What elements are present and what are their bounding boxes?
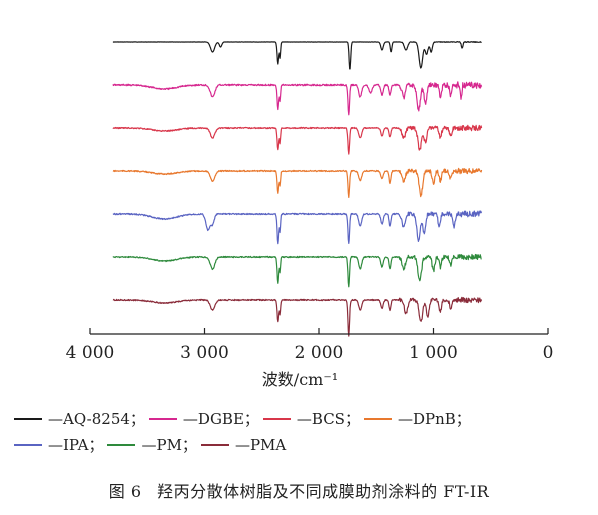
legend-swatch: [262, 418, 291, 420]
legend-label: DPnB；: [412, 410, 471, 428]
spectra-group: [112, 41, 483, 337]
x-tick-label: 0: [543, 343, 554, 363]
legend-swatch: [14, 418, 42, 420]
caption-text: 羟丙分散体树脂及不同成膜助剂涂料的 FT-IR: [157, 482, 490, 501]
legend-label: AQ-8254；: [63, 410, 145, 428]
legend-item-pm: — PM；: [107, 432, 197, 458]
legend-label: IPA；: [63, 436, 104, 454]
x-tick-label: 2 000: [295, 343, 344, 363]
legend-label: BCS；: [311, 410, 360, 428]
x-tick-label: 1 000: [409, 343, 458, 363]
legend-item-aq8254: — AQ-8254；: [14, 406, 145, 432]
legend-dash: —: [48, 436, 63, 454]
legend-swatch: [14, 444, 42, 446]
spectrum-line-aq8254: [112, 41, 482, 70]
spectrum-line-pma: [112, 296, 483, 337]
legend: — AQ-8254； — DGBE； — BCS； — DPnB； — IPA； — PM；…: [14, 406, 594, 458]
spectrum-line-dpnb: [112, 167, 483, 198]
x-axis-label: 波数/cm⁻¹: [262, 370, 338, 389]
legend-item-dgbe: — DGBE；: [148, 406, 259, 432]
legend-label: DGBE；: [197, 410, 259, 428]
legend-dash: —: [182, 410, 198, 428]
x-tick-label: 3 000: [180, 343, 229, 363]
legend-dash: —: [48, 410, 63, 428]
legend-item-bcs: — BCS；: [262, 406, 360, 432]
legend-swatch: [107, 444, 136, 446]
x-tick-label: 4 000: [66, 343, 115, 363]
legend-swatch: [200, 444, 229, 446]
legend-swatch: [148, 418, 177, 420]
legend-dash: —: [234, 436, 250, 454]
legend-row-1: — AQ-8254； — DGBE； — BCS； — DPnB；: [14, 406, 594, 432]
x-ticks: 4 000 3 000 2 000 1 000 0: [66, 328, 554, 363]
legend-dash: —: [141, 436, 157, 454]
legend-swatch: [363, 418, 392, 420]
legend-dash: —: [397, 410, 413, 428]
caption-number: 图 6: [108, 482, 142, 501]
spectrum-line-pm: [112, 253, 482, 288]
legend-item-dpnb: — DPnB；: [363, 406, 471, 432]
legend-label: PM；: [156, 436, 197, 454]
legend-dash: —: [296, 410, 312, 428]
legend-label: PMA: [249, 436, 287, 454]
spectrum-line-dgbe: [112, 81, 483, 116]
legend-row-2: — IPA； — PM； — PMA: [14, 432, 594, 458]
legend-item-ipa: — IPA；: [14, 432, 103, 458]
legend-item-pma: — PMA: [200, 432, 287, 458]
spectrum-line-ipa: [112, 210, 483, 245]
figure-caption: 图 6 羟丙分散体树脂及不同成膜助剂涂料的 FT-IR: [0, 478, 598, 502]
spectrum-line-bcs: [112, 124, 483, 155]
ftir-chart: 4 000 3 000 2 000 1 000 0 波数/cm⁻¹: [66, 41, 554, 389]
x-axis: 4 000 3 000 2 000 1 000 0: [66, 328, 554, 363]
